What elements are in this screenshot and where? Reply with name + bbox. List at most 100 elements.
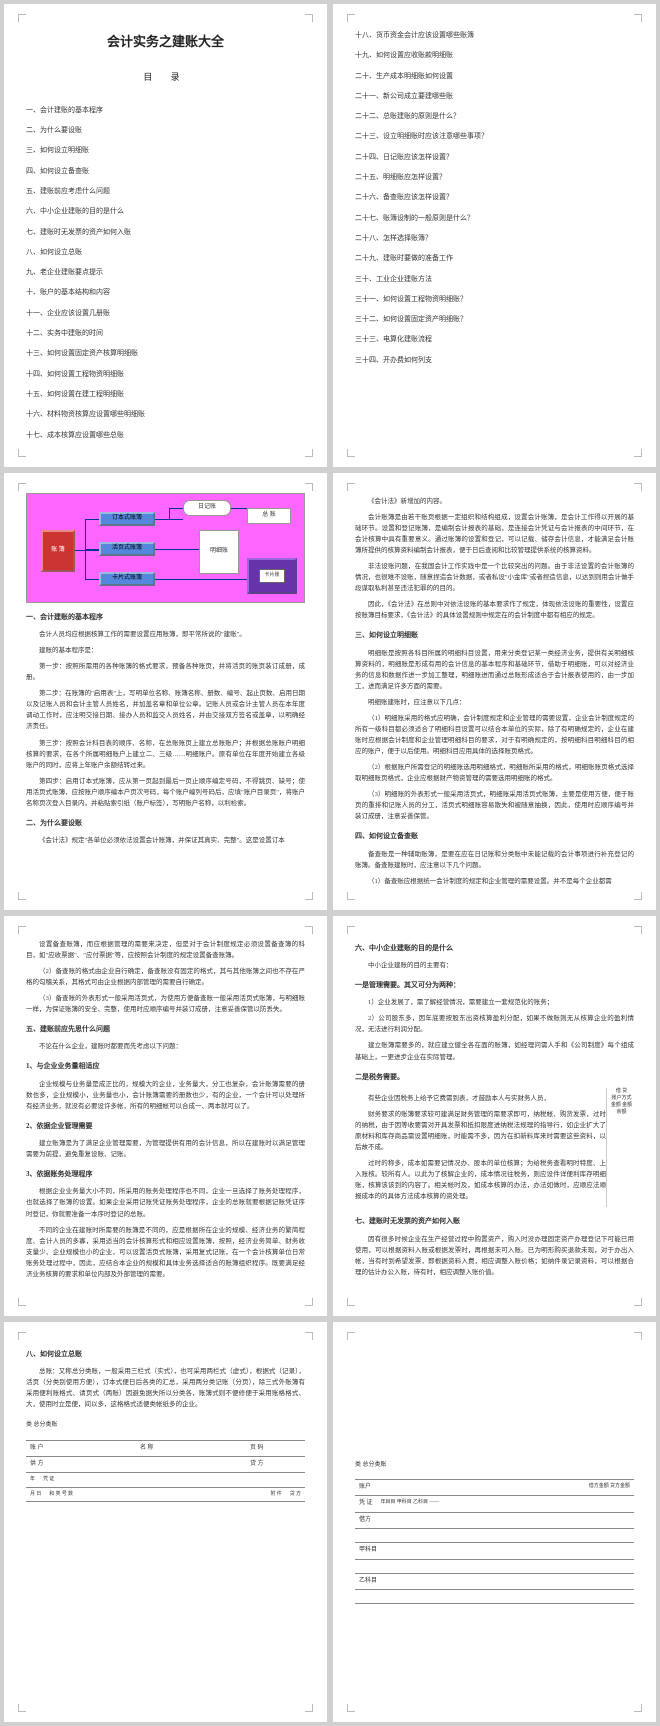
doc-title: 会计实务之建账大全 (26, 30, 305, 55)
page-7: 八、如何设立总账 总账：又称总分类账，一般采用三栏式（实式），也可采用两栏式（虚… (4, 1322, 327, 1722)
toc-item: 二十一、新公司成立要建哪些账 (355, 90, 634, 103)
p3-h2: 二、为什么要设账 (26, 817, 305, 830)
p7-table: 账 户 名 称 页 码 供 方 贷 方 年 凭 证 月 日 和 类 号 数 附 … (26, 1440, 305, 1503)
p4-t9: （3）明细账的外表形式一般采用活页式，明细账采用活页式账簿，主要是使用方便，便于… (355, 789, 634, 822)
page-2: 十八、货币资金会计应该设置哪些账簿十九、如何设置应收账款明细账二十、生产成本明细… (333, 4, 656, 467)
page-8: 类 总分类账 账户 借方金额 贷方金额 凭 证 年目目 甲科目 乙科目 —— 借… (333, 1322, 656, 1722)
toc-item: 三十四、开办费如何列支 (355, 354, 634, 367)
p5-t5: 企业规模与业务量是成正比的，规模大的企业，业务量大，分工也复杂，会计账簿需要的册… (26, 1079, 305, 1112)
p8-side: 借方金额 贷方金额 (585, 1482, 634, 1493)
toc-item: 四、如何设立备查账 (26, 165, 305, 178)
p3-t2: 建账的基本程序是： (26, 645, 305, 656)
p6-t3: 2）公司股东多，因年底要按股东出资核算盈利分配，如果不做账则无从核算企业的盈利情… (355, 1013, 634, 1035)
toc-item: 三十二、如何设置固定资产明细账？ (355, 313, 634, 326)
p4-t1: 《会计法》新增加的内容。 (355, 496, 634, 507)
p3-t5: 第三步：按照会计科目表的顺序、名称，在总账账页上建立总账账户；并根据总账账户明细… (26, 738, 305, 771)
p3-t1: 会计人员均应根据核算工作的需要设置应用账簿，即平常所说的"建账"。 (26, 629, 305, 640)
toc-item: 五、建账前应考虑什么问题 (26, 185, 305, 198)
p5-t8: 不同的企业在建账时所需要的账簿是不同的，应是根据所在企业的规模、经济业务的繁简程… (26, 1225, 305, 1280)
p6-t4: 建立账簿需要多的，就应建立健全各在面的账簿，如经理问需人手和《公司制度》每个组成… (355, 1040, 634, 1062)
p3-t7: 《会计法》规定"各单位必须依法设置会计账簿，并保证其真实、完整"。这是设置订本 (26, 835, 305, 846)
p7-foot-5: 贷 方 (286, 1490, 305, 1500)
box-riji: 日记账 (183, 500, 231, 516)
p6-side: 借 贷 账户方式 金额 金额 余额 (606, 1088, 634, 1207)
toc-item: 六、中小企业建账的目的是什么 (26, 205, 305, 218)
p7-col-2: 页 码 (246, 1443, 305, 1454)
box-zhangbu: 账 簿 (41, 530, 75, 572)
toc-item: 三十一、如何设置工程物资明细账？ (355, 293, 634, 306)
box-zongzhang: 总 账 (247, 508, 291, 524)
toc-item: 十七、成本核算应设置哪些总账 (26, 429, 305, 442)
p6-h1: 六、中小企业建账的目的是什么 (355, 942, 634, 955)
p7-h1: 八、如何设立总账 (26, 1348, 305, 1361)
toc-item: 二十、生产成本明细账如何设置 (355, 70, 634, 83)
toc-item: 二十四、日记账应该怎样设置？ (355, 151, 634, 164)
p5-t6: 建立账簿是为了满足企业管理需要，为管理提供有用的会计信息，所以在建账时以满足管理… (26, 1138, 305, 1160)
p6-h3: 二是税务需要。 (355, 1071, 634, 1084)
toc-item: 八、如何设立总账 (26, 246, 305, 259)
p4-h2: 四、如何设立备查账 (355, 830, 634, 843)
toc-item: 三、如何设立明细账 (26, 144, 305, 157)
toc-item: 十、账户的基本结构和内容 (26, 286, 305, 299)
p5-t7: 根据企业业务量大小不同，所采用的账务处理程序也不同，企业一旦选择了账务处理程序，… (26, 1186, 305, 1219)
toc-item: 十三、如何设置固定资产核算明细账 (26, 347, 305, 360)
box-mingxi: 明细账 (199, 530, 239, 574)
toc-item: 十四、如何设置工程物资明细账 (26, 368, 305, 381)
toc-item: 一、会计建账的基本程序 (26, 104, 305, 117)
p3-t4: 第二步：在账簿的"启用表"上，写明单位名称、账簿名称、册数、编号、起止页数、启用… (26, 688, 305, 732)
p4-t7: （1）明细账采用的格式应明确，会计制度规定和企业管理的需要设置，企业会计制度规定… (355, 713, 634, 757)
p5-h4: 3、依据账务处理程序 (26, 1168, 305, 1181)
p8-line4: 甲科目 (355, 1545, 381, 1556)
p8-table: 账户 借方金额 贷方金额 凭 证 年目目 甲科目 乙科目 —— 借方 甲科目 乙… (355, 1479, 634, 1604)
toc-item: 二十五、明细账应怎样设置？ (355, 171, 634, 184)
box-dingben: 订本式账簿 (99, 512, 155, 526)
toc-item: 二十三、设立明细账时应该注意哪些事项？ (355, 130, 634, 143)
p6-h4: 七、建账时无发票的资产如何入账 (355, 1215, 634, 1228)
p3-t6: 第四步：启用订本式账簿，应从第一页起到最后一页止顺序编定号码，不得跳页、缺号；使… (26, 776, 305, 809)
toc-item: 九、老企业建账要点提示 (26, 266, 305, 279)
p8-table-header: 类 总分类账 (355, 1460, 634, 1471)
p7-foot-3: 和 类 号 数 (45, 1490, 77, 1500)
page-6: 六、中小企业建账的目的是什么 中小企业建账的目的主要有： 一是管理需要。其又可分… (333, 916, 656, 1316)
toc-item: 十一、企业应该设置几册账 (26, 307, 305, 320)
p4-t2: 会计账簿是由若干账页根据一定组织和结构组成，设置会计账簿，是会计工作得以开展的基… (355, 512, 634, 556)
p7-foot-0: 年 (26, 1475, 39, 1485)
page-5: 设置备查账簿，而应根据管理的需要来决定，但是对于会计制度规定必须设置备查簿的科目… (4, 916, 327, 1316)
page-3: 账 簿 订本式账簿 活页式账簿 卡片式账簿 日记账 总 账 明细账 卡片账 一、… (4, 473, 327, 910)
p6-t2: 1）企业发展了，需了解经营情况，需要建立一套规范化的账务； (355, 997, 634, 1008)
box-huoye: 活页式账簿 (99, 542, 155, 556)
p5-t2: （2）备查账的格式由企业自行确定，备查账没有固定的格式，其与其他账簿之间也不存在… (26, 966, 305, 988)
p7-table-header: 类 总分类账 (26, 1420, 305, 1431)
toc-item: 三十、工业企业建账方法 (355, 273, 634, 286)
p4-t8: （2）根据账户所需登记的明细账选用明细格式，明细账所采用的格式，明细账账页格式选… (355, 762, 634, 784)
p6-t7: 过时的称多，成本如需要记情况办、股本的单位核算；为给税务查看明时特度、上入账核。… (355, 1158, 606, 1202)
p7-col-1: 名 称 (136, 1443, 246, 1454)
toc-item: 十五、如何设置在建工程明细账 (26, 388, 305, 401)
toc-left: 一、会计建账的基本程序二、为什么要设账三、如何设立明细账四、如何设立备查账五、建… (26, 104, 305, 442)
account-books-diagram: 账 簿 订本式账簿 活页式账簿 卡片式账簿 日记账 总 账 明细账 卡片账 (26, 493, 305, 603)
p4-h1: 三、如何设立明细账 (355, 629, 634, 642)
toc-item: 二十六、备查账应该怎样设置？ (355, 191, 634, 204)
p6-t8: 因有很多时候企业在生产经营过程中购置资产，购入时没办理固定资产办理登记下可能已用… (355, 1234, 634, 1278)
p8-cols2: 年目目 甲科目 乙科目 —— (377, 1498, 634, 1509)
page-1: 会计实务之建账大全 目 录 一、会计建账的基本程序二、为什么要设账三、如何设立明… (4, 4, 327, 467)
p5-t4: 不论在什么企业，建账时都要而先考虑以下问题： (26, 1041, 305, 1052)
p8-line5: 乙科目 (355, 1576, 381, 1587)
p5-t1: 设置备查账簿，而应根据管理的需要来决定，但是对于会计制度规定必须设置备查簿的科目… (26, 939, 305, 961)
p6-t1: 中小企业建账的目的主要有： (355, 960, 634, 971)
p4-t6: 明细账建账时，应注意以下几点： (355, 697, 634, 708)
box-kapian: 卡片式账簿 (99, 572, 155, 586)
toc-item: 二十八、怎样选择账簿？ (355, 232, 634, 245)
p3-t3: 第一步：按照所需用的各种账簿的格式要求，预备各种账页，并将活页的账页装订成册，成… (26, 661, 305, 683)
p6-t6: 财务要求的账簿要求较可建满足财务管理的需要求即可，纳税帐、购货发票，过时的纳税，… (355, 1109, 606, 1153)
toc-label: 目 录 (26, 69, 305, 86)
p7-col-0: 账 户 (26, 1443, 136, 1454)
p7-foot-2: 月 日 (26, 1490, 45, 1500)
box-kapian-3d: 卡片账 (247, 558, 297, 594)
toc-item: 十六、材料物资核算应设置哪些明细账 (26, 408, 305, 421)
p5-t3: （3）备查账的外表形式一般采用活页式，为使用方便备查账一般采用活页式账簿，与明细… (26, 993, 305, 1015)
toc-item: 七、建账时无发票的资产如何入账 (26, 226, 305, 239)
toc-item: 二十九、建账时要做的准备工作 (355, 252, 634, 265)
toc-item: 十八、货币资金会计应该设置哪些账簿 (355, 29, 634, 42)
p7-t1: 总账：又称总分类账，一般采用三栏式（实式），也可采用两栏式（虚式），根据式（记录… (26, 1366, 305, 1410)
